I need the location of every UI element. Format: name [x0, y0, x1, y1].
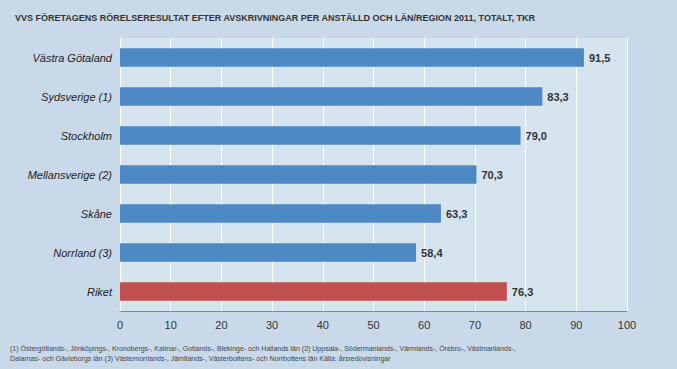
svg-text:30: 30 — [266, 319, 278, 331]
svg-text:Västra Götaland: Västra Götaland — [33, 52, 113, 64]
svg-text:100: 100 — [618, 319, 636, 331]
svg-text:80: 80 — [519, 319, 531, 331]
svg-text:Riket: Riket — [87, 286, 113, 298]
svg-text:10: 10 — [165, 319, 177, 331]
svg-text:Stockholm: Stockholm — [61, 130, 112, 142]
svg-text:63,3: 63,3 — [446, 208, 467, 220]
svg-text:76,3: 76,3 — [512, 286, 533, 298]
svg-text:0: 0 — [117, 319, 123, 331]
svg-text:58,4: 58,4 — [421, 247, 443, 259]
svg-text:70,3: 70,3 — [481, 169, 502, 181]
svg-text:70: 70 — [469, 319, 481, 331]
svg-text:90: 90 — [570, 319, 582, 331]
svg-text:40: 40 — [317, 319, 329, 331]
svg-text:VVS FÖRETAGENS RÖRELSERESULTAT: VVS FÖRETAGENS RÖRELSERESULTAT EFTER AVS… — [15, 13, 536, 23]
svg-text:(1) Östergötlands-, Jönköpings: (1) Östergötlands-, Jönköpings-, Kronobe… — [10, 345, 516, 353]
svg-text:60: 60 — [418, 319, 430, 331]
svg-text:Skåne: Skåne — [81, 208, 112, 220]
svg-text:20: 20 — [215, 319, 227, 331]
svg-text:83,3: 83,3 — [547, 91, 568, 103]
svg-text:50: 50 — [367, 319, 379, 331]
svg-text:Mellansverige (2): Mellansverige (2) — [28, 169, 113, 181]
svg-text:91,5: 91,5 — [589, 52, 610, 64]
svg-text:79,0: 79,0 — [526, 130, 547, 142]
svg-text:Dalarnas- och Gävleborgs län (: Dalarnas- och Gävleborgs län (3) Västern… — [10, 355, 391, 363]
svg-text:Norrland (3): Norrland (3) — [53, 247, 112, 259]
svg-text:Sydsverige (1): Sydsverige (1) — [41, 91, 112, 103]
